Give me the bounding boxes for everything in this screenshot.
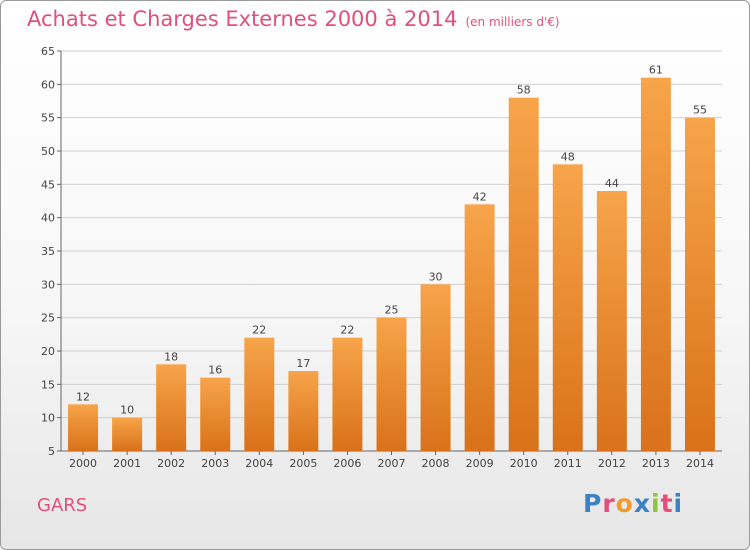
logo-letter: i <box>651 489 661 518</box>
x-tick-label: 2009 <box>466 457 494 470</box>
x-tick-label: 2008 <box>422 457 450 470</box>
proxiti-logo: Proxiti <box>583 489 683 518</box>
bar-value-label: 61 <box>649 64 663 77</box>
bar-value-label: 22 <box>340 324 354 337</box>
bar-value-label: 55 <box>693 104 707 117</box>
bar-value-label: 10 <box>120 404 134 417</box>
bar-value-label: 12 <box>76 390 90 403</box>
x-tick-label: 2002 <box>157 457 185 470</box>
bar-value-label: 58 <box>517 84 531 97</box>
y-tick-label: 55 <box>41 112 55 125</box>
logo-letter: r <box>602 489 616 518</box>
y-tick-label: 5 <box>48 445 55 458</box>
bar <box>552 164 583 452</box>
x-tick-label: 2006 <box>333 457 361 470</box>
x-tick-label: 2001 <box>113 457 141 470</box>
bar <box>112 417 143 451</box>
chart-title: Achats et Charges Externes 2000 à 2014 (e… <box>27 7 560 31</box>
bar-value-label: 16 <box>208 364 222 377</box>
labels: 5 10 15 20 25 30 35 40 45 50 55 60 65 12 2000 10 2001 18 2… <box>41 45 714 470</box>
logo-letter: x <box>633 489 651 518</box>
y-tick-label: 65 <box>41 45 55 58</box>
bar <box>200 377 231 451</box>
x-tick-label: 2005 <box>289 457 317 470</box>
bar-value-label: 25 <box>385 304 399 317</box>
x-tick-label: 2003 <box>201 457 229 470</box>
y-tick-label: 45 <box>41 178 55 191</box>
x-tick-label: 2007 <box>378 457 406 470</box>
bar-value-label: 22 <box>252 324 266 337</box>
x-tick-label: 2012 <box>598 457 626 470</box>
y-tick-label: 35 <box>41 245 55 258</box>
bar <box>596 191 627 451</box>
y-tick-label: 25 <box>41 312 55 325</box>
bar <box>156 364 187 451</box>
logo-letter: o <box>615 489 634 518</box>
bar <box>288 371 319 451</box>
bars <box>68 77 715 452</box>
bar <box>640 77 671 452</box>
y-tick-label: 30 <box>41 278 55 291</box>
bar <box>684 117 715 452</box>
y-tick-label: 50 <box>41 145 55 158</box>
bar-value-label: 18 <box>164 350 178 363</box>
chart-unit: (en milliers d'€) <box>465 15 560 29</box>
x-tick-label: 2004 <box>245 457 273 470</box>
logo-letter: i <box>673 489 684 518</box>
chart-title-text: Achats et Charges Externes 2000 à 2014 <box>27 7 458 31</box>
bar <box>508 97 539 452</box>
logo-letter: P <box>583 489 603 518</box>
bar <box>332 337 363 451</box>
bar <box>68 404 99 451</box>
bar-value-label: 17 <box>296 357 310 370</box>
y-tick-label: 15 <box>41 378 55 391</box>
bar <box>464 204 495 451</box>
bar <box>376 317 407 451</box>
bar-value-label: 44 <box>605 177 619 190</box>
y-tick-label: 60 <box>41 78 55 91</box>
x-tick-label: 2000 <box>69 457 97 470</box>
bar <box>420 284 451 451</box>
x-tick-label: 2011 <box>554 457 582 470</box>
y-tick-label: 10 <box>41 412 55 425</box>
bar-value-label: 48 <box>561 150 575 163</box>
y-tick-label: 40 <box>41 212 55 225</box>
x-tick-label: 2014 <box>686 457 714 470</box>
x-tick-label: 2010 <box>510 457 538 470</box>
logo-letter: t <box>660 489 674 518</box>
x-tick-label: 2013 <box>642 457 670 470</box>
y-tick-label: 20 <box>41 345 55 358</box>
bar <box>244 337 275 451</box>
bar-value-label: 30 <box>429 270 443 283</box>
commune-name: GARS <box>37 495 88 516</box>
bar-value-label: 42 <box>473 190 487 203</box>
